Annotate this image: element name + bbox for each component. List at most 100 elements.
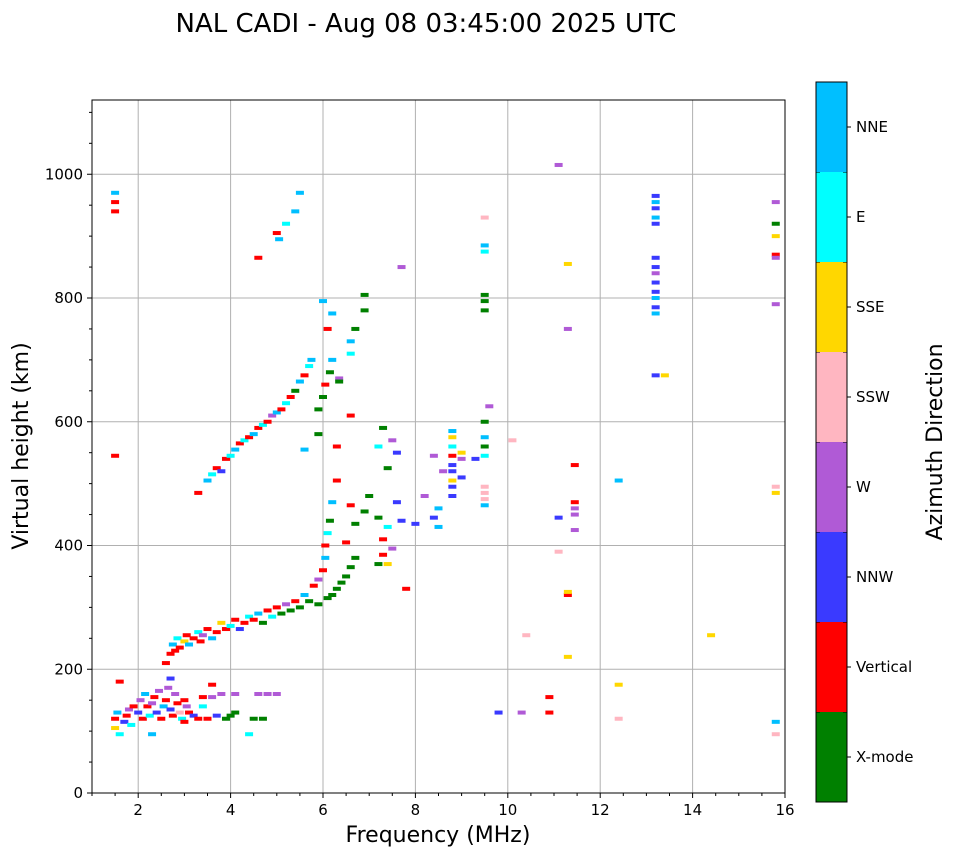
echo-point <box>286 395 295 399</box>
echo-point <box>323 326 332 331</box>
colorbar-segment <box>816 82 847 172</box>
echo-point <box>480 299 489 304</box>
echo-point <box>392 500 401 505</box>
echo-point <box>175 710 184 715</box>
echo-point <box>508 438 517 443</box>
echo-point <box>321 555 330 560</box>
echo-point <box>115 732 124 737</box>
colorbar-tick-label: X-mode <box>856 748 913 766</box>
echo-point <box>286 608 295 613</box>
echo-point <box>124 707 133 712</box>
echo-point <box>245 614 254 619</box>
echo-point <box>180 719 189 724</box>
echo-point <box>332 444 341 449</box>
echo-point <box>563 593 572 597</box>
echo-point <box>614 478 623 483</box>
x-tick-label: 2 <box>133 801 143 819</box>
echo-point <box>319 568 327 573</box>
echo-point <box>180 639 189 644</box>
echo-point <box>480 490 489 495</box>
echo-point <box>335 379 344 384</box>
echo-point <box>771 732 780 737</box>
echo-point <box>771 484 780 489</box>
echo-point <box>143 704 152 709</box>
echo-point <box>240 620 249 625</box>
echo-point <box>150 695 159 700</box>
echo-point <box>272 410 281 415</box>
echo-point <box>346 351 355 356</box>
echo-point <box>346 565 355 570</box>
echo-point <box>295 605 304 610</box>
echo-point <box>111 716 120 721</box>
echo-point <box>295 379 304 384</box>
x-axis-label: Frequency (MHz) <box>346 823 531 848</box>
echo-point <box>198 695 207 700</box>
echo-point <box>272 231 281 236</box>
colorbar-frame <box>815 81 848 803</box>
echo-point <box>217 620 226 625</box>
echo-point <box>346 503 355 508</box>
colorbar-tick-label: SSE <box>856 298 885 316</box>
echo-point <box>166 651 175 656</box>
echo-point <box>651 296 660 300</box>
echo-point <box>203 478 212 483</box>
x-tick-label: 10 <box>498 801 517 819</box>
echo-point <box>178 716 187 721</box>
echo-point <box>258 620 267 625</box>
echo-point <box>249 432 258 437</box>
echo-point <box>295 190 304 195</box>
echo-point <box>254 692 263 696</box>
echo-point <box>323 531 332 536</box>
echo-point <box>272 692 281 696</box>
echo-point <box>651 265 660 270</box>
echo-point <box>321 543 330 548</box>
echo-point <box>314 577 323 582</box>
echo-point <box>321 382 330 387</box>
echo-point <box>282 602 291 607</box>
echo-point <box>141 692 150 696</box>
y-tick-label: 600 <box>54 413 83 431</box>
echo-point <box>522 633 531 638</box>
echo-point <box>268 614 277 619</box>
echo-point <box>168 642 177 647</box>
echo-point <box>309 583 318 588</box>
echo-point <box>111 190 120 195</box>
echo-point <box>194 630 203 635</box>
echo-point <box>448 453 457 458</box>
echo-point <box>332 586 341 591</box>
echo-point <box>570 512 579 517</box>
echo-point <box>263 692 272 696</box>
echo-point <box>182 704 191 709</box>
y-tick-label: 1000 <box>45 165 83 183</box>
echo-point <box>402 586 411 591</box>
echo-point <box>383 562 392 567</box>
echo-point <box>480 419 489 424</box>
echo-point <box>319 299 327 304</box>
echo-point <box>570 506 579 511</box>
echo-point <box>231 617 240 622</box>
echo-point <box>129 704 138 709</box>
y-tick-label: 400 <box>54 537 83 555</box>
echo-point <box>771 234 780 239</box>
colorbar-segment <box>816 712 847 802</box>
echo-point <box>111 453 120 458</box>
echo-point <box>300 593 309 597</box>
echo-point <box>388 546 397 551</box>
echo-point <box>651 255 660 260</box>
x-tick-label: 8 <box>411 801 421 819</box>
colorbar-segment <box>816 442 847 532</box>
grid-lines <box>92 100 786 794</box>
echo-point <box>771 255 780 260</box>
echo-point <box>217 692 226 696</box>
colorbar-tick-label: E <box>856 208 865 226</box>
echo-point <box>374 515 383 520</box>
echo-point <box>397 518 406 523</box>
echo-point <box>771 302 780 307</box>
echo-point <box>159 704 168 709</box>
echo-point <box>221 456 230 461</box>
echo-point <box>651 193 660 198</box>
echo-point <box>323 596 332 601</box>
echo-point <box>212 713 221 718</box>
colorbar-tick-label: NNW <box>856 568 893 586</box>
x-tick-label: 4 <box>226 801 236 819</box>
